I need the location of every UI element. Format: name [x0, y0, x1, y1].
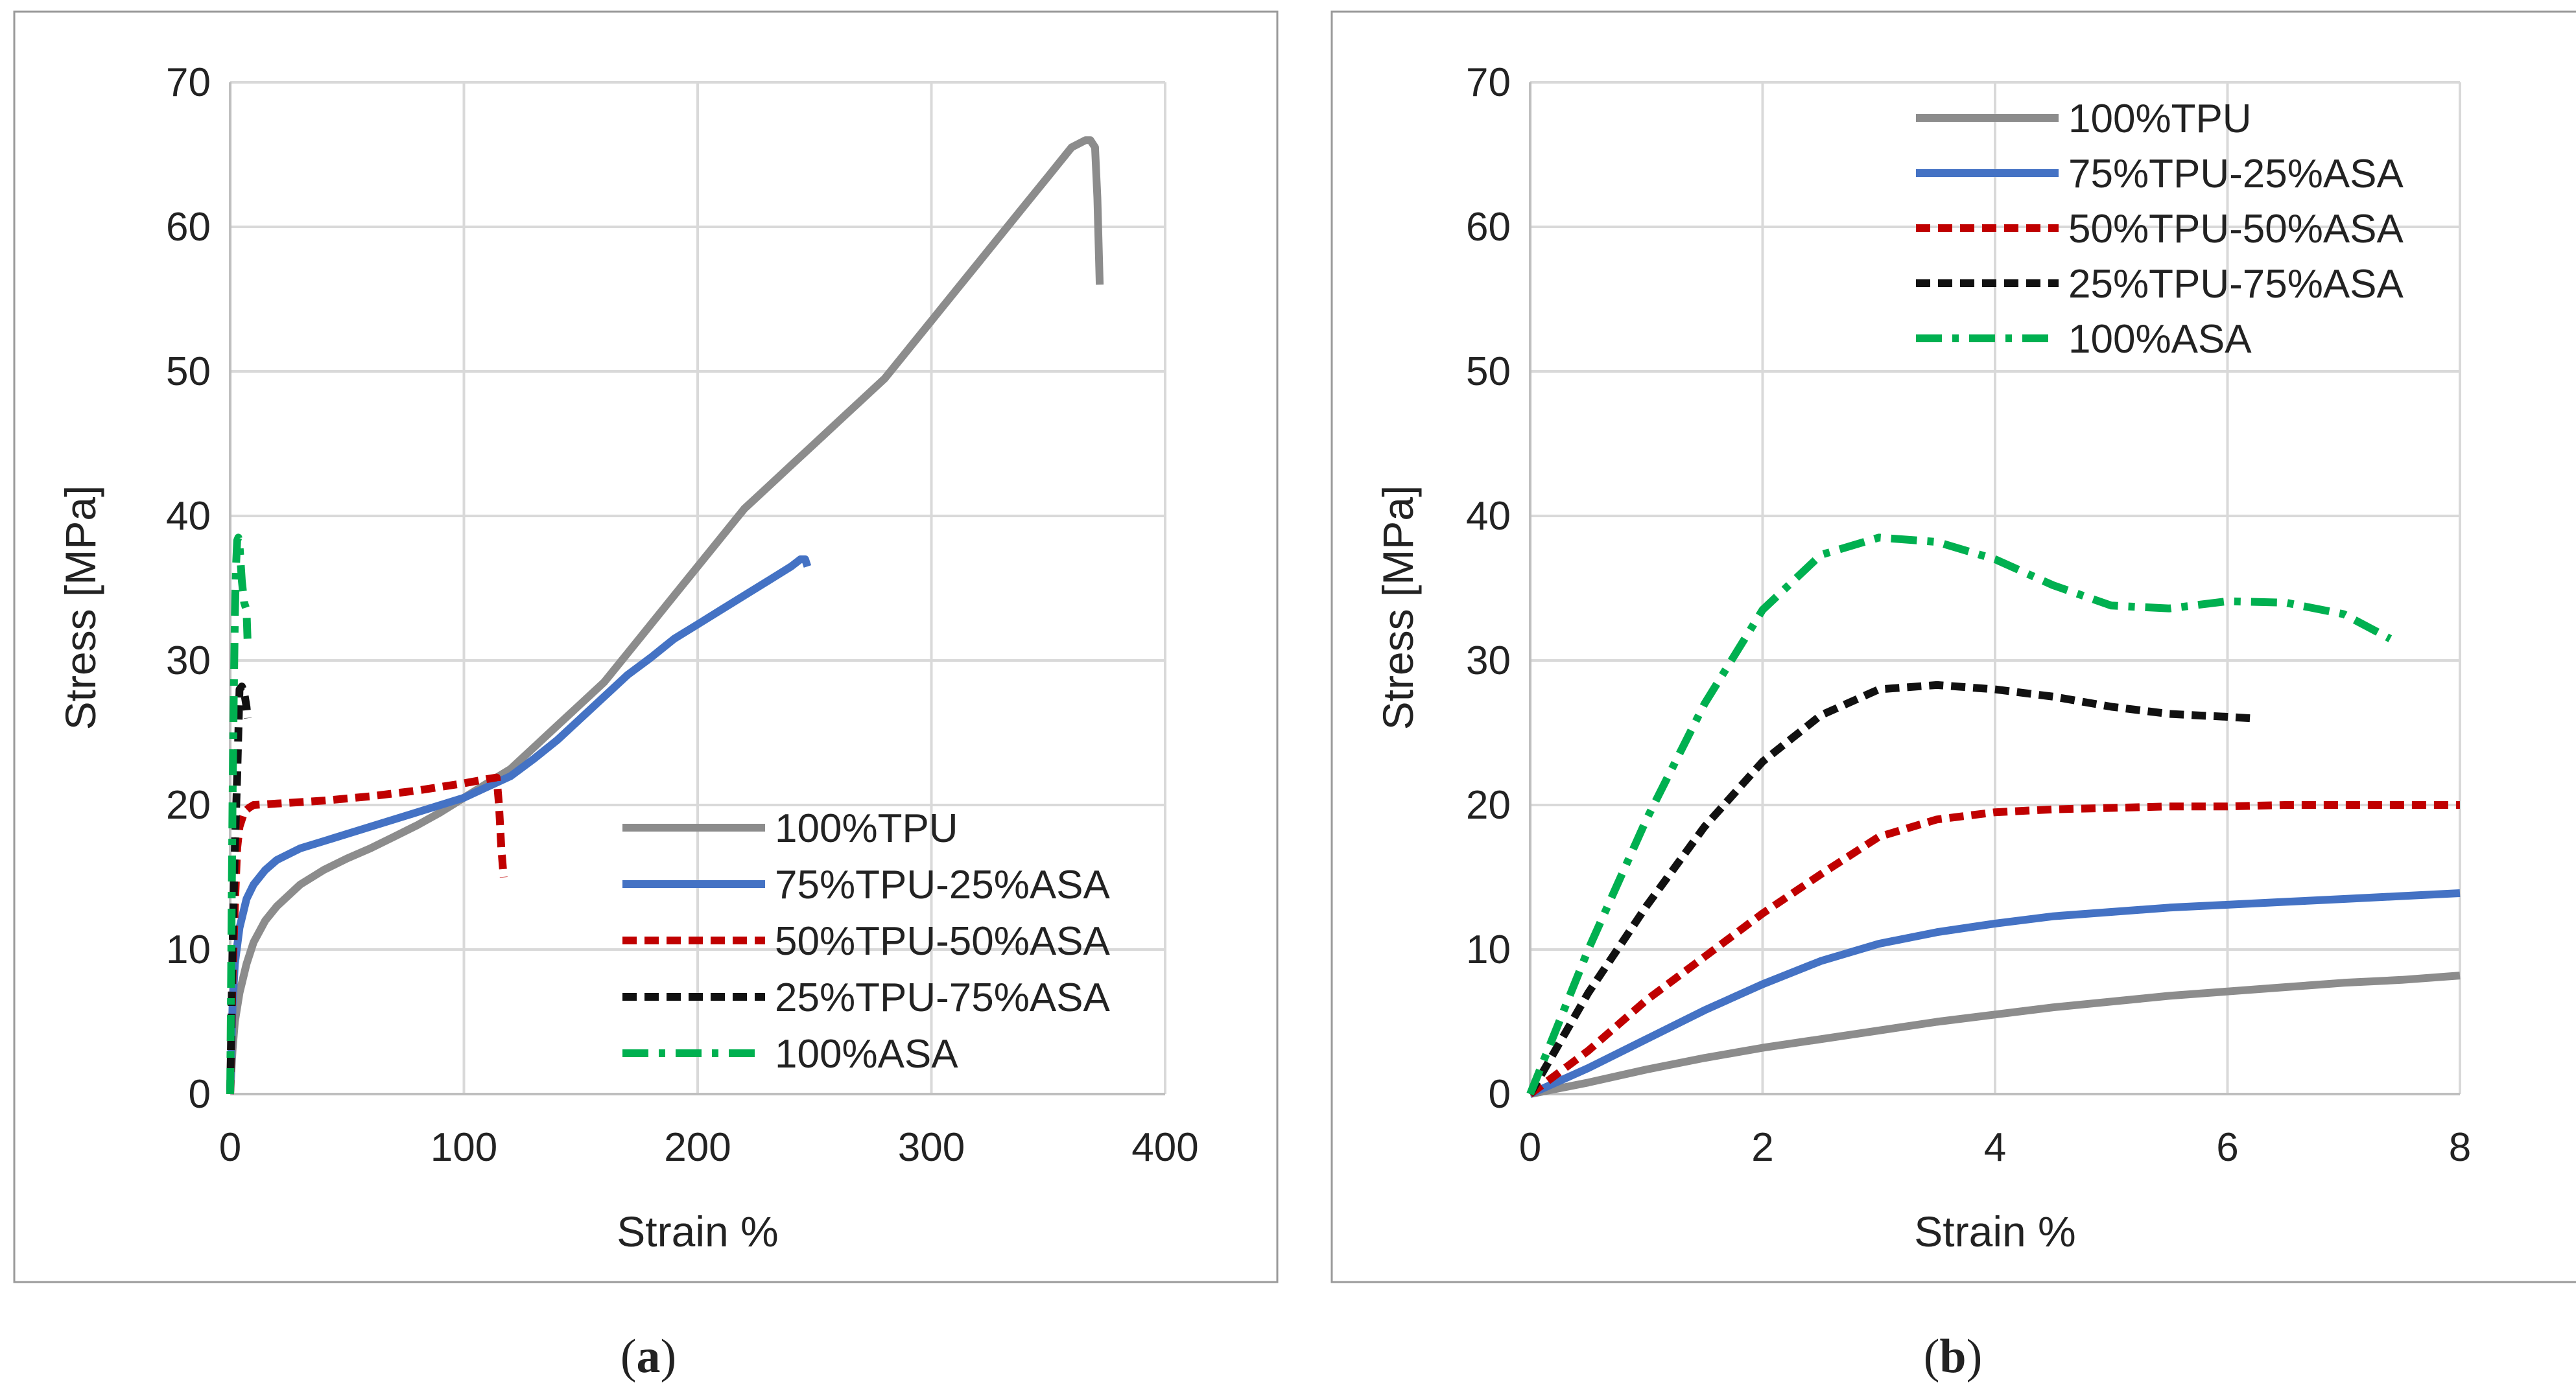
panel-a-series-line-2 [226, 773, 508, 1095]
panel-b-xtick-label: 0 [1519, 1125, 1541, 1170]
panel-b-ytick-label: 20 [1466, 783, 1511, 828]
panel-a-ytick-label: 60 [166, 205, 211, 250]
panel-b-legend-label-2: 50%TPU-50%ASA [2068, 207, 2404, 251]
panel-a-ytick-label: 50 [166, 349, 211, 394]
panel-b-caption: (b) [1924, 1330, 1982, 1383]
panel-a-xtick-label: 400 [1131, 1125, 1198, 1170]
panel-a-y-axis-title: Stress [MPa] [56, 485, 104, 730]
panel-b-ytick-label: 60 [1466, 205, 1511, 250]
panel-b-legend-label-0: 100%TPU [2068, 97, 2252, 141]
panel-a-ytick-label: 20 [166, 783, 211, 828]
panel-b-legend-label-4: 100%ASA [2068, 317, 2252, 362]
panel-b-xtick-label: 2 [1751, 1125, 1773, 1170]
panel-b-ytick-label: 10 [1466, 928, 1511, 972]
panel-b-frame [1330, 10, 2576, 1283]
panel-b-xtick-label: 6 [2216, 1125, 2238, 1170]
panel-b-ytick-label: 40 [1466, 494, 1511, 539]
chart-panel-a: 0 10 20 30 40 50 60 70 0 100 200 300 400 Strain % Stre… [13, 10, 1279, 1383]
caption-paren-close: ) [661, 1330, 677, 1383]
caption-letter: b [1939, 1330, 1966, 1383]
panel-b-series-line-4 [1526, 533, 2393, 1096]
panel-a-ytick-label: 40 [166, 494, 211, 539]
panel-a-xtick-label: 200 [664, 1125, 731, 1170]
panel-a-legend-label-3: 25%TPU-75%ASA [775, 975, 1111, 1020]
panel-a-legend-label-0: 100%TPU [775, 806, 958, 851]
panel-a-series-line-3 [226, 682, 252, 1095]
caption-paren-open: ( [1924, 1330, 1940, 1383]
panel-b-legend-label-1: 75%TPU-25%ASA [2068, 152, 2404, 196]
caption-paren-open: ( [620, 1330, 637, 1383]
panel-b-series-line-2 [1528, 801, 2460, 1097]
panel-b-legend-label-3: 25%TPU-75%ASA [2068, 262, 2404, 307]
panel-b-xtick-label: 8 [2449, 1125, 2471, 1170]
panel-b-series-line-1 [1528, 889, 2461, 1098]
panel-b-series-line-0 [1529, 972, 2461, 1098]
panel-a-x-axis-title: Strain % [617, 1208, 778, 1255]
panel-a-legend-label-1: 75%TPU-25%ASA [775, 863, 1111, 907]
panel-a-ytick-label: 30 [166, 638, 211, 683]
panel-a-ytick-label: 0 [189, 1072, 211, 1117]
panel-a-xtick-label: 0 [219, 1125, 241, 1170]
panel-a-series-line-4 [226, 533, 252, 1095]
panel-a-ytick-label: 10 [166, 928, 211, 972]
panel-a-legend-label-2: 50%TPU-50%ASA [775, 919, 1111, 964]
panel-a-series-line-1 [226, 555, 812, 1095]
chart-panel-b: 0 10 20 30 40 50 60 70 0 2 4 6 8 Strain % Stress [MPa]… [1330, 10, 2576, 1383]
panel-b-ytick-label: 30 [1466, 638, 1511, 683]
panel-a-ytick-label: 70 [166, 60, 211, 105]
panel-a-frame [13, 10, 1279, 1283]
panel-b-series-line-3 [1526, 681, 2251, 1096]
panel-b-y-axis-title: Stress [MPa] [1374, 485, 1422, 730]
panel-a-caption: (a) [620, 1330, 676, 1383]
panel-b-ytick-label: 70 [1466, 60, 1511, 105]
caption-paren-close: ) [1967, 1330, 1983, 1383]
panel-b-x-axis-title: Strain % [1914, 1208, 2075, 1255]
panel-b-ytick-label: 50 [1466, 349, 1511, 394]
panel-b-xtick-label: 4 [1984, 1125, 2006, 1170]
caption-letter: a [637, 1330, 661, 1383]
panel-a-legend-label-4: 100%ASA [775, 1032, 958, 1077]
panel-a-xtick-label: 300 [898, 1125, 965, 1170]
panel-a-xtick-label: 100 [431, 1125, 497, 1170]
panel-a-series-line-0 [226, 136, 1104, 1095]
panel-b-ytick-label: 0 [1489, 1072, 1511, 1117]
